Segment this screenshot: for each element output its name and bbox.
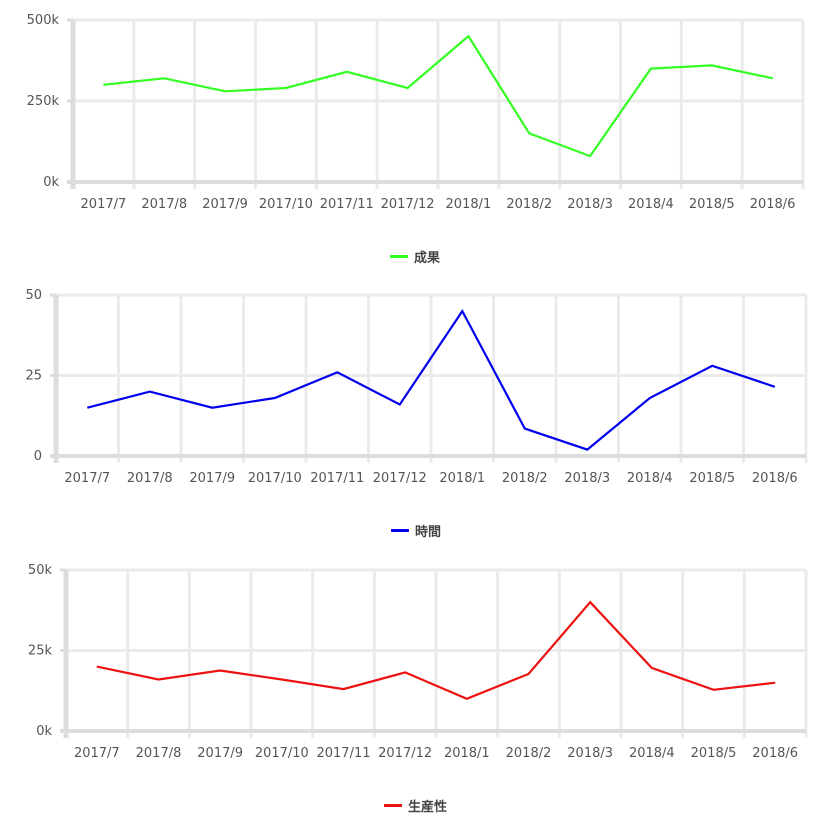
line-chart-seika: 0k 250k 500k 2017/7 2017/8 2017/9 2017/10 2017/… — [27, 13, 805, 212]
legend-seika[interactable]: 成果 — [390, 247, 440, 266]
x-tick-label: 2017/9 — [197, 746, 243, 761]
x-tick-label: 2018/6 — [750, 197, 796, 212]
series-line[interactable] — [96, 600, 776, 700]
legend-label-jikan: 時間 — [415, 525, 442, 540]
x-tick-label: 2017/11 — [310, 471, 364, 486]
x-tick-label: 2018/3 — [564, 471, 610, 486]
x-tick-label: 2017/7 — [81, 197, 127, 212]
y-tick-label: 250k — [27, 94, 60, 109]
x-tick-label: 2018/4 — [627, 471, 673, 486]
data-point[interactable] — [340, 685, 348, 693]
x-tick-label: 2018/1 — [439, 471, 485, 486]
legend-swatch-seika — [390, 255, 408, 258]
y-tick-label: 0 — [34, 449, 42, 464]
x-tick-label: 2017/10 — [248, 471, 302, 486]
x-tick-label: 2017/12 — [381, 197, 435, 212]
x-tick-label: 2018/5 — [691, 746, 737, 761]
data-point[interactable] — [404, 84, 412, 92]
data-point[interactable] — [463, 695, 471, 703]
data-point[interactable] — [221, 87, 229, 95]
data-point[interactable] — [708, 61, 716, 69]
data-point[interactable] — [646, 394, 654, 402]
data-point[interactable] — [333, 368, 341, 376]
x-tick-label: 2017/7 — [64, 471, 110, 486]
x-tick-label: 2017/7 — [74, 746, 120, 761]
x-tick-label: 2017/12 — [378, 746, 432, 761]
data-point[interactable] — [647, 65, 655, 73]
data-point[interactable] — [93, 663, 101, 671]
data-point[interactable] — [525, 129, 533, 137]
data-point[interactable] — [769, 74, 777, 82]
data-point[interactable] — [343, 68, 351, 76]
data-point[interactable] — [586, 152, 594, 160]
data-point[interactable] — [521, 425, 529, 433]
data-point[interactable] — [771, 679, 779, 687]
legend-seisansei[interactable]: 生産性 — [384, 796, 447, 815]
line-chart-seisansei: 0k 25k 50k 2017/7 2017/8 2017/9 2017/10 2017/11… — [28, 563, 808, 761]
data-point[interactable] — [583, 446, 591, 454]
data-point[interactable] — [771, 383, 779, 391]
data-point[interactable] — [458, 307, 466, 315]
y-tick-label: 500k — [27, 13, 60, 28]
y-tick-label: 0k — [36, 724, 52, 739]
legend-swatch-jikan — [391, 529, 409, 532]
data-point[interactable] — [278, 675, 286, 683]
data-point[interactable] — [464, 32, 472, 40]
x-tick-label: 2017/10 — [259, 197, 313, 212]
series-line[interactable] — [103, 34, 773, 158]
legend-swatch-seisansei — [384, 804, 402, 807]
data-point[interactable] — [83, 404, 91, 412]
data-point[interactable] — [396, 400, 404, 408]
x-tick-label: 2017/9 — [202, 197, 248, 212]
data-point[interactable] — [401, 668, 409, 676]
y-tick-label: 50 — [25, 288, 42, 303]
legend-label-seika: 成果 — [414, 251, 441, 266]
line-chart-jikan: 0 25 50 2017/7 2017/8 2017/9 2017/10 2017/11 201… — [25, 288, 808, 486]
legend-label-seisansei: 生産性 — [408, 800, 448, 815]
x-tick-label: 2018/2 — [506, 197, 552, 212]
x-tick-label: 2018/1 — [446, 197, 492, 212]
x-tick-label: 2017/8 — [136, 746, 182, 761]
y-tick-label: 50k — [28, 563, 53, 578]
chart-panel-seisansei: 0k 25k 50k 2017/7 2017/8 2017/9 2017/10 2017/11… — [0, 550, 831, 825]
x-tick-label: 2017/8 — [141, 197, 187, 212]
data-point[interactable] — [710, 686, 718, 694]
data-point[interactable] — [708, 362, 716, 370]
data-point[interactable] — [271, 394, 279, 402]
data-point[interactable] — [155, 675, 163, 683]
legend-jikan[interactable]: 時間 — [391, 521, 441, 540]
x-tick-label: 2017/10 — [255, 746, 309, 761]
y-tick-label: 25k — [28, 644, 53, 659]
data-point[interactable] — [216, 666, 224, 674]
x-tick-label: 2018/4 — [628, 197, 674, 212]
x-tick-label: 2017/9 — [189, 471, 235, 486]
data-point[interactable] — [586, 598, 594, 606]
x-tick-label: 2017/11 — [320, 197, 374, 212]
x-tick-label: 2018/2 — [506, 746, 552, 761]
x-tick-label: 2017/11 — [316, 746, 370, 761]
x-tick-label: 2018/3 — [567, 746, 613, 761]
chart-panel-seika: 0k 250k 500k 2017/7 2017/8 2017/9 2017/10 2017/… — [0, 0, 831, 275]
x-tick-label: 2018/5 — [689, 197, 735, 212]
x-tick-label: 2018/1 — [444, 746, 490, 761]
x-tick-label: 2017/12 — [373, 471, 427, 486]
x-tick-label: 2018/5 — [689, 471, 735, 486]
data-point[interactable] — [208, 404, 216, 412]
data-point[interactable] — [160, 74, 168, 82]
x-tick-label: 2018/2 — [502, 471, 548, 486]
x-tick-label: 2018/6 — [752, 746, 798, 761]
data-point[interactable] — [282, 84, 290, 92]
x-tick-label: 2018/3 — [567, 197, 613, 212]
data-point[interactable] — [648, 664, 656, 672]
x-tick-label: 2017/8 — [127, 471, 173, 486]
chart-panel-jikan: 0 25 50 2017/7 2017/8 2017/9 2017/10 2017/11 201… — [0, 275, 831, 550]
data-point[interactable] — [146, 388, 154, 396]
x-tick-label: 2018/6 — [752, 471, 798, 486]
x-tick-label: 2018/4 — [629, 746, 675, 761]
series-line[interactable] — [87, 308, 776, 451]
data-point[interactable] — [525, 670, 533, 678]
y-tick-label: 25 — [25, 369, 42, 384]
y-tick-label: 0k — [43, 175, 59, 190]
data-point[interactable] — [99, 81, 107, 89]
